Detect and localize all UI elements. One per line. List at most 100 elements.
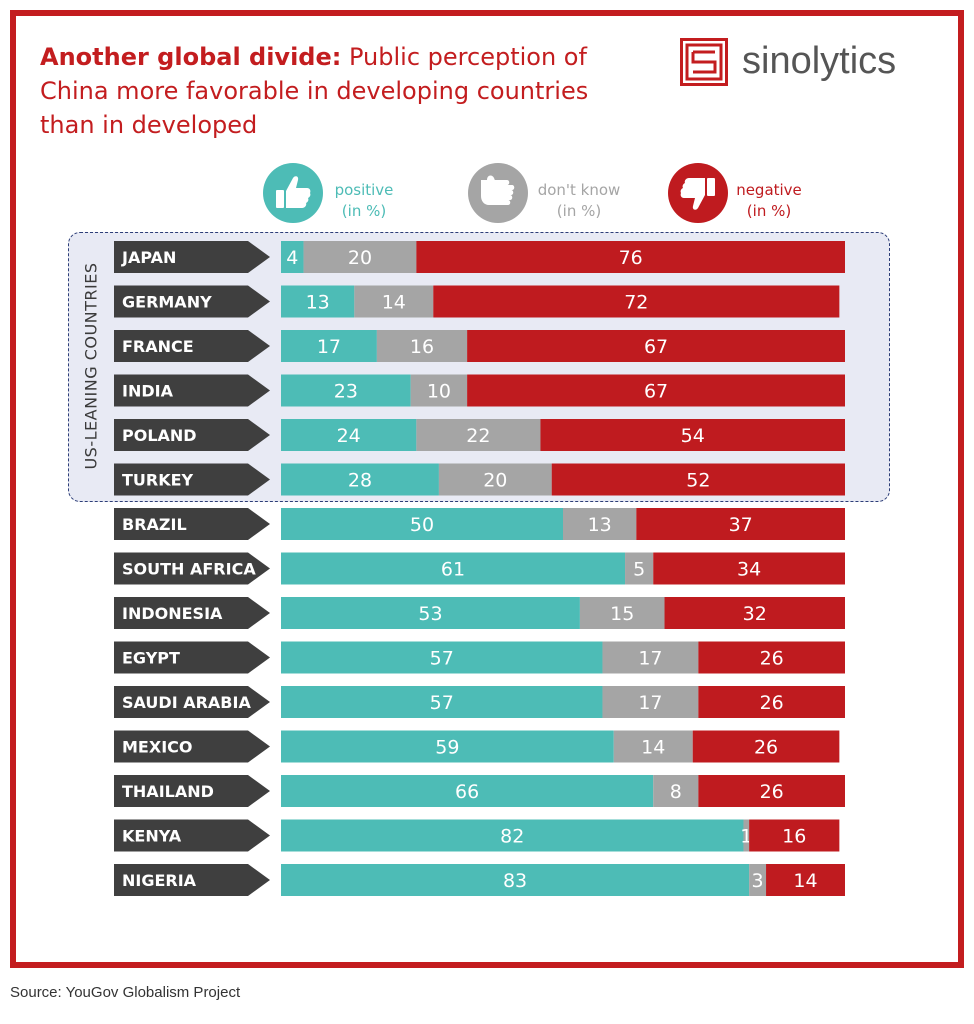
country-tag (114, 597, 270, 629)
category-label: FRANCE (122, 337, 194, 356)
bar-negative (698, 775, 845, 807)
category-label: BRAZIL (122, 515, 187, 534)
data-label-dont-know: 8 (670, 781, 682, 803)
category-label: MEXICO (122, 738, 192, 757)
data-label-negative: 37 (729, 514, 753, 536)
us-leaning-group-box (68, 232, 890, 502)
bar-negative (653, 552, 845, 585)
legend-positive-unit: (in %) (341, 202, 387, 220)
category-label: INDIA (122, 382, 174, 401)
data-label-positive: 24 (337, 425, 361, 447)
data-label-negative: 26 (760, 692, 784, 714)
data-label-dont-know: 15 (610, 603, 634, 625)
data-label-positive: 50 (410, 514, 434, 536)
data-label-negative: 54 (681, 425, 705, 447)
country-tag (114, 508, 270, 540)
bar-negative (698, 641, 845, 674)
bar-negative (540, 419, 845, 451)
bar-positive (281, 330, 377, 362)
category-label: JAPAN (121, 248, 176, 267)
bar-dont-know (653, 775, 699, 807)
data-label-positive: 23 (334, 381, 358, 403)
title-rest: Public perception of China more favorabl… (40, 43, 589, 139)
chart-title: Another global divide: Public perception… (40, 40, 640, 142)
bar-negative (636, 508, 845, 540)
bar-positive (281, 641, 603, 674)
bar-positive (281, 463, 439, 496)
bar-dont-know (438, 463, 552, 496)
data-label-negative: 67 (644, 336, 668, 358)
bar-positive (281, 508, 563, 540)
bar-dont-know (563, 508, 637, 540)
bar-negative (416, 241, 845, 273)
legend-dont-know-unit: (in %) (556, 202, 602, 220)
data-label-negative: 34 (737, 559, 761, 581)
data-label-positive: 83 (503, 870, 527, 892)
legend-positive-label: positive (334, 181, 394, 199)
data-label-dont-know: 16 (410, 336, 434, 358)
bar-positive (281, 730, 614, 763)
data-label-dont-know: 20 (348, 247, 372, 269)
bar-positive (281, 419, 417, 451)
data-label-dont-know: 17 (638, 692, 662, 714)
data-label-negative: 76 (619, 247, 643, 269)
data-label-negative: 26 (760, 781, 784, 803)
bar-positive (281, 597, 580, 629)
category-label: TURKEY (122, 471, 194, 490)
data-label-dont-know: 3 (752, 870, 764, 892)
title-bold: Another global divide: (40, 43, 342, 71)
country-tag (114, 552, 270, 585)
bar-positive (281, 686, 603, 718)
bar-dont-know (743, 819, 750, 852)
bar-dont-know (410, 374, 468, 407)
bar-negative (551, 463, 845, 496)
bar-positive (281, 775, 654, 807)
data-label-positive: 59 (435, 737, 459, 759)
bar-dont-know (354, 285, 434, 318)
country-tag (114, 686, 270, 718)
data-label-positive: 57 (430, 692, 454, 714)
country-tag (114, 330, 270, 362)
data-label-dont-know: 5 (633, 559, 645, 581)
data-label-dont-know: 17 (638, 648, 662, 670)
category-label: KENYA (122, 827, 182, 846)
country-tag (114, 374, 270, 407)
data-label-dont-know: 22 (466, 425, 490, 447)
country-tag (114, 241, 270, 273)
data-label-negative: 26 (754, 737, 778, 759)
data-label-dont-know: 13 (588, 514, 612, 536)
data-label-positive: 4 (286, 247, 298, 269)
category-label: POLAND (122, 426, 197, 445)
bar-negative (433, 285, 840, 318)
source-note: Source: YouGov Globalism Project (10, 984, 241, 1001)
bar-negative (664, 597, 845, 629)
legend-dont-know-label: don't know (537, 181, 621, 199)
country-tag (114, 819, 270, 852)
data-label-negative: 72 (624, 292, 648, 314)
bar-positive (281, 241, 304, 273)
country-tag (114, 285, 270, 318)
country-tag (114, 641, 270, 674)
country-tag (114, 463, 270, 496)
category-label: EGYPT (122, 649, 180, 668)
bar-dont-know (376, 330, 468, 362)
data-label-positive: 17 (317, 336, 341, 358)
country-tag (114, 775, 270, 807)
bar-negative (467, 374, 845, 407)
bar-dont-know (416, 419, 541, 451)
legend-negative-label: negative (736, 181, 802, 199)
bar-dont-know (602, 686, 699, 718)
data-label-negative: 32 (743, 603, 767, 625)
bar-positive (281, 552, 626, 585)
hand-neutral-icon (468, 163, 528, 223)
data-label-dont-know: 10 (427, 381, 451, 403)
country-tag (114, 419, 270, 451)
bar-dont-know (579, 597, 665, 629)
bar-negative (467, 330, 845, 362)
bar-negative (766, 864, 845, 896)
bar-negative (749, 819, 840, 852)
bar-dont-know (602, 641, 699, 674)
bar-positive (281, 374, 411, 407)
data-label-negative: 52 (686, 470, 710, 492)
bar-negative (692, 730, 840, 763)
